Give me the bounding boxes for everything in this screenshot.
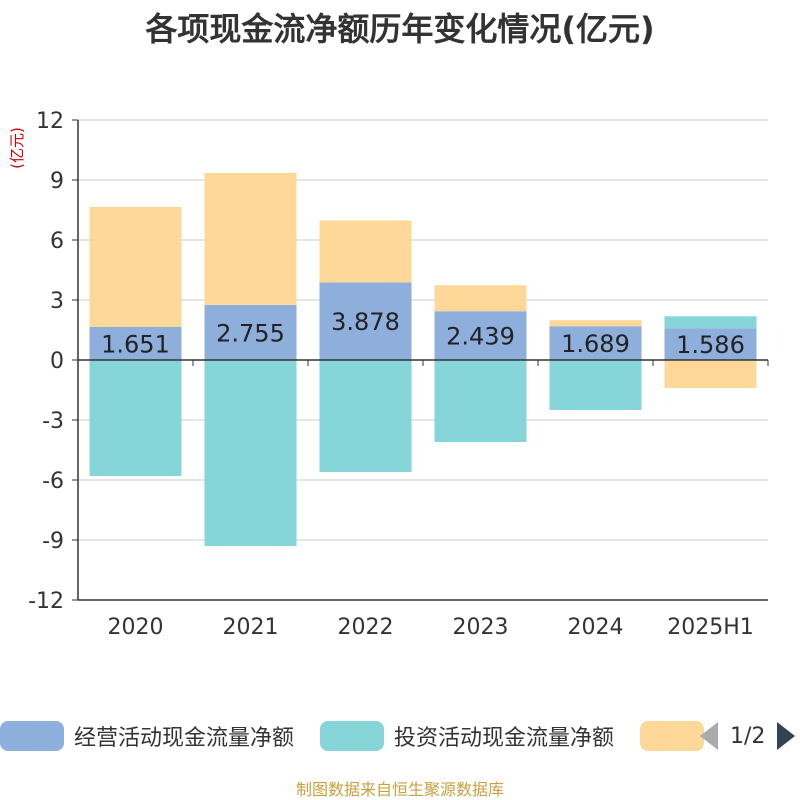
bar-series-3[interactable] xyxy=(549,320,642,327)
bar-data-label: 3.878 xyxy=(331,308,400,336)
bar-data-label: 2.439 xyxy=(446,323,515,351)
y-tick-label: 3 xyxy=(50,289,64,314)
y-tick-label: 6 xyxy=(50,229,64,254)
y-tick-label: -3 xyxy=(42,409,64,434)
chart-area: 12 9 6 3 0 -3 -6 -9 -12 (亿元) 1.651 2.755 3.878 2.439 1… xyxy=(8,109,769,640)
bar-series-1[interactable] xyxy=(434,311,527,360)
x-tick-label: 2025H1 xyxy=(667,615,754,640)
bar-series-1[interactable] xyxy=(319,282,412,360)
x-tick-label: 2022 xyxy=(338,615,394,640)
bar-series-1[interactable] xyxy=(664,328,757,360)
bar-series-2[interactable] xyxy=(664,316,757,329)
bar-series-3[interactable] xyxy=(204,172,297,305)
legend-item[interactable]: 经营活动现金流量净额 xyxy=(0,716,294,756)
bar-series-3[interactable] xyxy=(434,285,527,312)
legend-swatch xyxy=(640,721,704,751)
y-axis-label: (亿元) xyxy=(8,127,26,169)
bar-data-label: 1.689 xyxy=(561,330,630,358)
bar-data-label: 1.586 xyxy=(676,331,745,359)
legend-item[interactable]: 投资活动现金流量净额 xyxy=(320,716,614,756)
y-tick-label: -9 xyxy=(42,529,64,554)
source-footer: 制图数据来自恒生聚源数据库 xyxy=(295,780,504,799)
bar-series-2[interactable] xyxy=(549,360,642,410)
bar-series-2[interactable] xyxy=(319,360,412,472)
legend-label: 经营活动现金流量净额 xyxy=(74,726,295,751)
y-tick-label: -6 xyxy=(42,469,64,494)
bar-series-2[interactable] xyxy=(204,360,297,546)
bar-data-label: 1.651 xyxy=(101,330,170,358)
bar-series-1[interactable] xyxy=(549,326,642,360)
legend-prev-page-arrow-icon[interactable] xyxy=(700,722,718,750)
y-tick-label: 0 xyxy=(50,349,64,374)
bar-series-3[interactable] xyxy=(319,220,412,283)
bar-series-3[interactable] xyxy=(89,206,182,327)
chart-title: 各项现金流净额历年变化情况(亿元) xyxy=(145,10,655,48)
bar-series-2[interactable] xyxy=(89,360,182,476)
legend-page-indicator: 1/2 xyxy=(730,723,766,749)
x-tick-label: 2024 xyxy=(568,615,624,640)
bar-series-2[interactable] xyxy=(434,360,527,442)
bar-series-1[interactable] xyxy=(204,304,297,360)
bar-series-3[interactable] xyxy=(664,360,757,388)
bar-series-1[interactable] xyxy=(89,326,182,360)
x-tick-label: 2020 xyxy=(108,615,164,640)
x-tick-label: 2021 xyxy=(223,615,279,640)
legend-pager: 1/2 xyxy=(700,716,796,756)
bar-data-label: 2.755 xyxy=(216,319,285,347)
legend-swatch xyxy=(0,721,64,751)
legend: 经营活动现金流量净额 投资活动现金流量净额 xyxy=(0,716,800,756)
legend-next-page-arrow-icon[interactable] xyxy=(777,722,796,750)
y-tick-label: 12 xyxy=(36,109,64,134)
x-tick-label: 2023 xyxy=(453,615,509,640)
y-tick-label: -12 xyxy=(28,589,64,614)
legend-item[interactable] xyxy=(640,716,704,756)
legend-swatch xyxy=(320,721,384,751)
y-tick-label: 9 xyxy=(50,169,64,194)
legend-label: 投资活动现金流量净额 xyxy=(394,726,615,751)
